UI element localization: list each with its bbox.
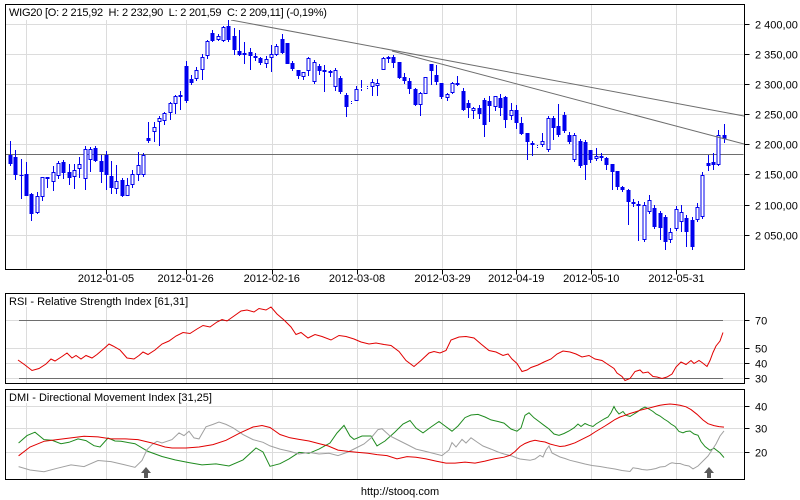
- svg-text:2 200,00: 2 200,00: [755, 140, 798, 152]
- svg-text:2012-01-26: 2012-01-26: [157, 273, 213, 285]
- svg-text:40: 40: [755, 402, 767, 414]
- svg-text:2012-04-19: 2012-04-19: [488, 273, 544, 285]
- svg-text:2 050,00: 2 050,00: [755, 231, 798, 243]
- svg-text:30: 30: [755, 374, 767, 386]
- svg-text:http://stooq.com: http://stooq.com: [361, 486, 439, 498]
- svg-text:2 400,00: 2 400,00: [755, 20, 798, 32]
- svg-text:RSI - Relative Strength Index: RSI - Relative Strength Index [61,31]: [9, 296, 188, 308]
- svg-text:50: 50: [755, 344, 767, 356]
- svg-text:70: 70: [755, 316, 767, 328]
- svg-text:2012-03-29: 2012-03-29: [414, 273, 470, 285]
- svg-text:2 100,00: 2 100,00: [755, 201, 798, 213]
- svg-text:2012-05-31: 2012-05-31: [648, 273, 704, 285]
- svg-text:DMI - Directional Movement Ind: DMI - Directional Movement Index [31,25]: [9, 392, 212, 404]
- svg-text:2012-01-05: 2012-01-05: [78, 273, 134, 285]
- svg-text:2012-03-08: 2012-03-08: [329, 273, 385, 285]
- svg-text:30: 30: [755, 424, 767, 436]
- svg-text:40: 40: [755, 359, 767, 371]
- svg-text:2012-05-10: 2012-05-10: [563, 273, 619, 285]
- svg-text:2012-02-16: 2012-02-16: [244, 273, 300, 285]
- svg-text:20: 20: [755, 448, 767, 460]
- svg-text:2 300,00: 2 300,00: [755, 80, 798, 92]
- svg-text:2 150,00: 2 150,00: [755, 170, 798, 182]
- svg-text:2 350,00: 2 350,00: [755, 50, 798, 62]
- svg-text:WIG20 [O: 2 215,92 H: 2 232,9: WIG20 [O: 2 215,92 H: 2 232,90 L: 2 201,…: [9, 7, 327, 19]
- svg-text:2 250,00: 2 250,00: [755, 110, 798, 122]
